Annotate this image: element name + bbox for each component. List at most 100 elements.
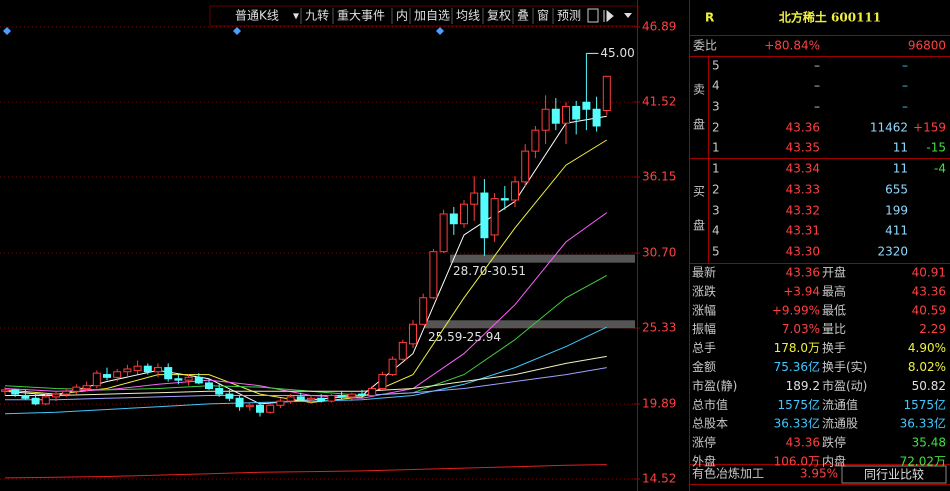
toolbar-button[interactable]: 叠 xyxy=(517,9,529,23)
stat-label: 流通值 xyxy=(822,397,858,412)
next-icon[interactable] xyxy=(603,9,614,23)
candle-body xyxy=(72,386,81,392)
stat-label: 外盘 xyxy=(692,454,716,469)
industry-button[interactable]: 同行业比较 xyxy=(864,467,924,482)
candle-body xyxy=(562,105,570,124)
menu-icon[interactable] xyxy=(624,13,632,18)
y-tick-label: 30.70 xyxy=(642,246,676,260)
candle-body xyxy=(368,388,377,396)
stat-value: 189.2 xyxy=(786,379,820,393)
candle-body xyxy=(409,323,417,345)
lock-icon[interactable] xyxy=(587,8,599,23)
level: 4 xyxy=(712,79,720,93)
candle-body xyxy=(592,108,601,127)
order-volume: 11462 xyxy=(870,121,908,135)
toolbar-button[interactable]: 预测 xyxy=(557,9,581,23)
stat-label: 总市值 xyxy=(692,397,728,412)
stat-value: 43.36 xyxy=(912,284,946,298)
candle-body xyxy=(307,397,315,401)
moving-average xyxy=(5,355,607,396)
toolbar-button[interactable]: 普通K线 xyxy=(235,9,279,23)
order-price: – xyxy=(814,59,820,73)
y-tick-label: 36.15 xyxy=(642,169,676,183)
candle-body xyxy=(62,390,71,395)
candle-body xyxy=(429,251,438,299)
y-tick-label: 19.89 xyxy=(642,397,676,411)
marker xyxy=(436,27,444,35)
order-price: 43.33 xyxy=(786,183,820,197)
candle-body xyxy=(500,198,509,201)
stat-value: 1575亿 xyxy=(903,397,946,412)
toolbar-button[interactable]: 九转 xyxy=(305,8,329,23)
candle-body xyxy=(521,150,530,183)
candle-body xyxy=(276,400,285,406)
order-price: 43.31 xyxy=(786,224,820,238)
stat-label: 流通股 xyxy=(822,417,858,431)
stat-label: 内盘 xyxy=(822,454,846,469)
stat-value: 1575亿 xyxy=(777,397,820,412)
stat-label: 涨幅 xyxy=(692,302,716,317)
toolbar-button[interactable]: 均线 xyxy=(456,9,480,23)
toolbar-button[interactable]: 加自选 xyxy=(414,9,450,23)
stat-label: 最高 xyxy=(822,283,846,298)
dropdown-arrow[interactable]: ▾ xyxy=(293,9,299,23)
marker xyxy=(3,27,11,35)
candle-body xyxy=(31,397,40,405)
stat-label: 跌停 xyxy=(822,435,846,450)
candle-body xyxy=(194,376,203,384)
order-volume: – xyxy=(902,59,908,73)
candle-body xyxy=(11,389,20,395)
stat-label: 换手(实) xyxy=(822,359,867,374)
stat-label: 振幅 xyxy=(692,321,716,336)
stat-value: +3.94 xyxy=(783,284,820,298)
stock-flag: R xyxy=(705,11,714,25)
toolbar-button[interactable]: 复权 xyxy=(487,9,511,23)
stat-value: 36.33亿 xyxy=(774,416,820,431)
candle-body xyxy=(256,404,264,413)
candle-body xyxy=(602,75,611,112)
level: 5 xyxy=(712,59,720,73)
level: 2 xyxy=(712,183,720,197)
toolbar-button[interactable]: 重大事件 xyxy=(337,9,385,23)
candle-body xyxy=(531,129,540,152)
stat-value: 40.59 xyxy=(912,303,946,317)
candle-body xyxy=(123,368,132,373)
stat-label: 涨停 xyxy=(692,435,716,450)
stat-value: +9.99% xyxy=(772,303,820,317)
ratio-diff: 96800 xyxy=(908,39,946,53)
candle-body xyxy=(235,397,244,408)
stat-value: 2.29 xyxy=(919,322,946,336)
stat-label: 金额 xyxy=(692,359,716,374)
order-change: +159 xyxy=(913,121,946,135)
ratio-label: 委比 xyxy=(693,39,717,53)
stat-label: 总手 xyxy=(692,341,716,355)
candle-body xyxy=(388,358,397,376)
candle-body xyxy=(480,192,489,239)
stat-value: 50.82 xyxy=(912,379,946,393)
stat-value: 72.02万 xyxy=(900,455,946,469)
order-volume: 11 xyxy=(893,162,908,176)
order-volume: 199 xyxy=(885,204,908,218)
order-price: 43.34 xyxy=(786,162,820,176)
candle-body xyxy=(470,192,479,205)
toolbar-button[interactable]: 内 xyxy=(396,9,408,23)
candle-body xyxy=(398,341,407,360)
stat-value: 43.36 xyxy=(786,436,820,450)
gap-zone-label: 28.70-30.51 xyxy=(453,264,526,278)
candle-body xyxy=(92,372,101,387)
toolbar-button[interactable]: 窗 xyxy=(537,9,549,23)
panel-lines xyxy=(690,35,950,485)
industry-change: 3.95% xyxy=(800,467,838,481)
candle-body xyxy=(215,388,224,395)
candle-body xyxy=(572,105,581,120)
candle-body xyxy=(551,108,560,124)
industry-button-frame[interactable] xyxy=(841,465,947,484)
stat-value: 35.48 xyxy=(912,436,946,450)
candle-body xyxy=(174,378,183,381)
candle-body xyxy=(378,374,387,390)
stat-value: 178.0万 xyxy=(774,341,820,355)
stat-value: 36.33亿 xyxy=(900,416,946,431)
candle-body xyxy=(184,376,193,381)
stat-label: 量比 xyxy=(822,322,846,336)
